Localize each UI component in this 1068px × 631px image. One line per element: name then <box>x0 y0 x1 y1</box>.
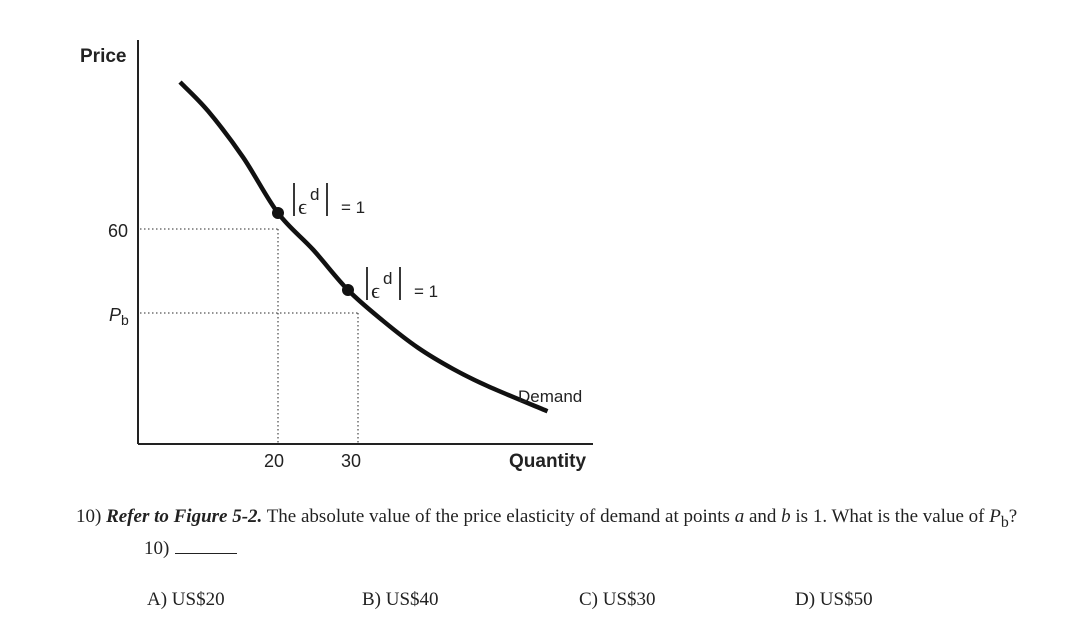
point-a <box>272 207 284 219</box>
pb-subscript: b <box>1000 513 1009 531</box>
y-tick-60: 60 <box>108 221 128 241</box>
option-b[interactable]: B) US$40 <box>362 589 439 610</box>
epsilon-symbol: ϵ <box>298 194 307 219</box>
equals-one: = 1 <box>341 198 365 217</box>
question-reference: Refer to Figure 5-2. <box>106 506 263 527</box>
y-tick-pb: Pb <box>109 305 129 328</box>
elasticity-label-a: ϵ d = 1 <box>293 183 365 219</box>
elasticity-label-b: ϵ d = 1 <box>366 267 438 303</box>
equals-one: = 1 <box>414 282 438 301</box>
x-tick-20: 20 <box>264 451 284 471</box>
superscript-d: d <box>383 269 392 288</box>
demand-label: Demand <box>518 387 582 406</box>
option-a[interactable]: A) US$20 <box>147 589 225 610</box>
pb-symbol: P <box>989 506 1001 527</box>
y-axis-label: Price <box>80 46 126 67</box>
x-axis-label: Quantity <box>509 451 586 472</box>
demand-curve <box>178 80 549 414</box>
option-c[interactable]: C) US$30 <box>579 589 656 610</box>
answer-number: 10) <box>144 537 170 559</box>
point-a-ref: a <box>734 506 745 527</box>
question-text-3: is 1. What is the value of <box>790 506 990 527</box>
question-number: 10) <box>76 506 102 527</box>
demand-chart: Price Quantity 60 Pb 20 30 Demand ϵ d = … <box>80 40 593 472</box>
answer-blank[interactable] <box>175 537 238 554</box>
question-text-1: The absolute value of the price elastici… <box>262 506 735 527</box>
option-d[interactable]: D) US$50 <box>795 589 873 610</box>
question-text-2: and <box>744 506 782 527</box>
x-tick-30: 30 <box>341 451 361 471</box>
epsilon-symbol: ϵ <box>371 278 380 303</box>
point-b <box>342 284 354 296</box>
question-text-4: ? <box>1008 506 1018 527</box>
point-b-ref: b <box>781 506 791 527</box>
question-text: 10) Refer to Figure 5-2. The absolute va… <box>76 504 1036 562</box>
superscript-d: d <box>310 185 319 204</box>
